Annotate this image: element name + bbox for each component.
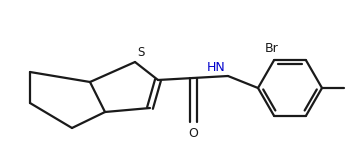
Text: HN: HN [207,61,226,74]
Text: O: O [188,127,198,140]
Text: Br: Br [265,42,279,55]
Text: S: S [137,46,144,59]
